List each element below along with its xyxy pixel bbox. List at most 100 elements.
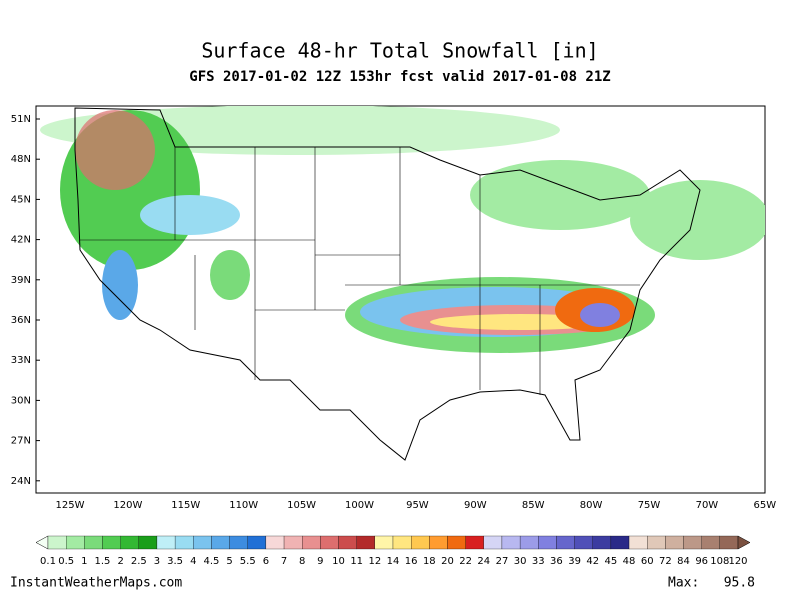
colorbar-label: 16 xyxy=(405,556,418,567)
colorbar-swatch xyxy=(302,535,321,550)
colorbar-swatch xyxy=(628,535,648,550)
colorbar-label: 20 xyxy=(441,556,454,567)
lat-label: 27N xyxy=(11,436,31,447)
snow-area xyxy=(630,180,765,260)
colorbar-swatch xyxy=(683,535,702,550)
colorbar-swatch xyxy=(374,535,394,550)
lat-label: 36N xyxy=(11,315,31,326)
colorbar-label: 60 xyxy=(641,556,654,567)
colorbar-label: 12 xyxy=(368,556,381,567)
colorbar-label: 24 xyxy=(477,556,490,567)
colorbar-label: 7 xyxy=(281,556,287,567)
lon-label: 115W xyxy=(171,500,200,511)
snow-area xyxy=(102,250,138,320)
colorbar-label: 6 xyxy=(263,556,269,567)
colorbar-label: 22 xyxy=(459,556,472,567)
colorbar-swatch xyxy=(665,535,684,550)
colorbar-label: 72 xyxy=(659,556,672,567)
colorbar-label: 1.5 xyxy=(95,556,111,567)
max-value: 95.8 xyxy=(724,576,755,591)
colorbar-label: 36 xyxy=(550,556,563,567)
lon-label: 85W xyxy=(522,500,545,511)
colorbar-swatch xyxy=(483,535,503,550)
latitude-labels: 51N 48N 45N 42N 39N 36N 33N 30N 27N 24N xyxy=(11,114,40,487)
colorbar-label: 120 xyxy=(728,556,747,567)
colorbar-label: 0.5 xyxy=(58,556,74,567)
snow-area xyxy=(140,195,240,235)
colorbar-arrow xyxy=(35,535,49,550)
lon-label: 70W xyxy=(696,500,719,511)
colorbar-label: 3 xyxy=(154,556,160,567)
colorbar-swatch xyxy=(501,535,521,550)
colorbar-label: 5.5 xyxy=(240,556,256,567)
colorbar-label: 45 xyxy=(605,556,618,567)
colorbar-label: 11 xyxy=(350,556,363,567)
colorbar-swatch xyxy=(120,535,139,550)
colorbar-swatch xyxy=(174,535,194,550)
colorbar-swatch xyxy=(574,535,593,550)
lat-label: 51N xyxy=(11,114,31,125)
lon-label: 65W xyxy=(753,500,776,511)
lon-label: 90W xyxy=(464,500,487,511)
colorbar-swatch xyxy=(719,535,739,550)
colorbar-label: 96 xyxy=(695,556,708,567)
colorbar-label: 18 xyxy=(423,556,436,567)
colorbar-swatch xyxy=(66,535,85,550)
colorbar-label: 4 xyxy=(190,556,196,567)
snow-area xyxy=(210,250,250,300)
colorbar-swatch xyxy=(138,535,158,550)
snow-area xyxy=(580,303,620,327)
snow-area xyxy=(470,160,650,230)
colorbar-label: 3.5 xyxy=(167,556,183,567)
colorbar-label: 9 xyxy=(317,556,323,567)
colorbar-label: 33 xyxy=(532,556,545,567)
colorbar-swatch xyxy=(411,535,430,550)
colorbar-label: 48 xyxy=(623,556,636,567)
lon-label: 105W xyxy=(287,500,316,511)
colorbar-swatch xyxy=(519,535,539,550)
colorbar-label: 27 xyxy=(496,556,509,567)
colorbar-label: 30 xyxy=(514,556,527,567)
max-label: Max: xyxy=(668,576,699,591)
lat-label: 30N xyxy=(11,395,31,406)
lat-label: 24N xyxy=(11,476,31,487)
colorbar-label: 1 xyxy=(81,556,87,567)
colorbar-swatch xyxy=(429,535,448,550)
us-outline xyxy=(74,107,701,461)
colorbar-label: 84 xyxy=(677,556,690,567)
colorbar-swatch xyxy=(592,535,612,550)
colorbar-label: 14 xyxy=(387,556,400,567)
colorbar-swatch xyxy=(320,535,339,550)
lat-label: 48N xyxy=(11,154,31,165)
snow-area xyxy=(75,110,155,190)
colorbar-swatch xyxy=(47,535,67,550)
colorbar-swatch xyxy=(102,535,121,550)
colorbar-arrow xyxy=(737,535,751,550)
colorbar-label: 39 xyxy=(568,556,581,567)
colorbar-swatch xyxy=(211,535,230,550)
lon-label: 125W xyxy=(56,500,85,511)
lat-label: 33N xyxy=(11,355,31,366)
colorbar-label: 2 xyxy=(117,556,123,567)
colorbar-swatch xyxy=(156,535,176,550)
longitude-labels: 125W 120W 115W 110W 105W 100W 95W 90W 85W 80W 75W 7… xyxy=(56,500,777,511)
colorbar-swatch xyxy=(229,535,248,550)
colorbar-label: 0.1 xyxy=(40,556,56,567)
colorbar-label: 42 xyxy=(586,556,599,567)
colorbar-label: 5 xyxy=(226,556,232,567)
state-borders xyxy=(80,147,640,395)
colorbar-swatch xyxy=(392,535,412,550)
colorbar-swatch xyxy=(84,535,103,550)
map-area xyxy=(35,105,766,494)
colorbar-label: 10 xyxy=(332,556,345,567)
colorbar-swatch xyxy=(447,535,466,550)
lat-label: 39N xyxy=(11,275,31,286)
colorbar-swatch xyxy=(701,535,720,550)
lon-label: 100W xyxy=(345,500,374,511)
colorbar-swatch xyxy=(538,535,557,550)
lon-label: 75W xyxy=(638,500,661,511)
colorbar-swatch xyxy=(283,535,303,550)
colorbar-label: 4.5 xyxy=(203,556,219,567)
